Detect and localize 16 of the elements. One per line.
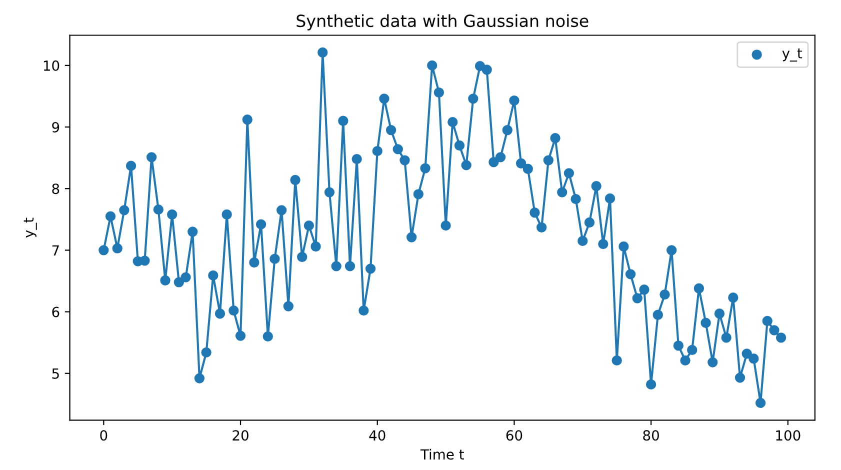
x-tick-label: 80: [643, 430, 659, 441]
x-tick-label: 0: [100, 430, 108, 441]
chart-title: Synthetic data with Gaussian noise: [296, 14, 588, 30]
x-tick-label: 40: [369, 430, 386, 441]
y-tick-label: 7: [52, 245, 59, 256]
y-axis-title: y_t: [24, 218, 37, 238]
x-tick-label: 60: [506, 430, 522, 441]
y-tick-label: 8: [52, 184, 60, 194]
y-tick-label: 5: [52, 368, 59, 379]
x-axis-title: Time t: [420, 448, 464, 460]
y-tick-label: 10: [44, 60, 60, 71]
x-tick-label: 100: [776, 430, 800, 441]
y-tick-label: 6: [52, 306, 60, 318]
x-tick-label: 20: [232, 430, 248, 441]
y-tick-label: 9: [52, 122, 60, 132]
legend-label: y_t: [782, 48, 802, 62]
